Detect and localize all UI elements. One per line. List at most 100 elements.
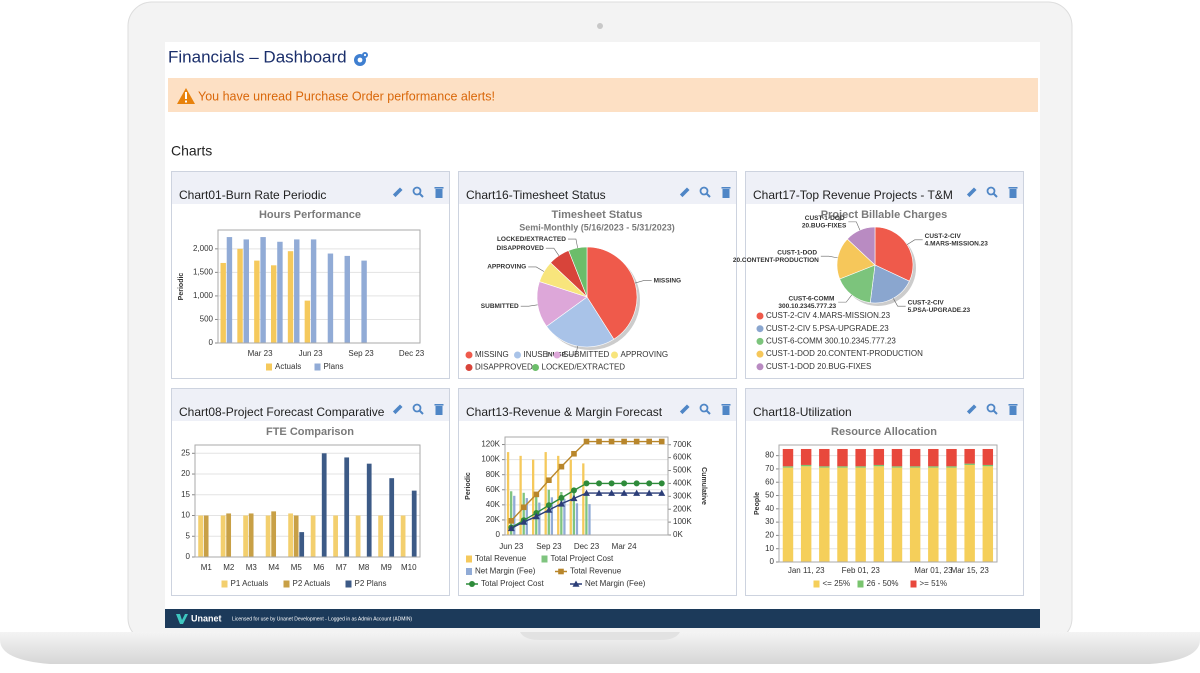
y-tick-label: 400K	[673, 479, 692, 488]
chart-title: Hours Performance	[259, 209, 361, 221]
marker	[620, 489, 628, 496]
search-button[interactable]	[986, 186, 998, 198]
bar	[837, 448, 848, 467]
bar	[400, 515, 406, 557]
marker	[658, 489, 666, 496]
delete-button[interactable]	[434, 187, 444, 198]
leader-line	[820, 255, 838, 259]
marker	[596, 480, 603, 487]
bar	[782, 448, 794, 467]
delete-button[interactable]	[721, 187, 731, 198]
marker	[520, 518, 528, 525]
bar	[378, 515, 383, 557]
delete-icon	[722, 189, 730, 198]
delete-button[interactable]	[721, 404, 731, 415]
y-axis-label: Periodic	[465, 472, 472, 500]
chart-panel: Chart16-Timesheet Status Timesheet Status…	[458, 171, 737, 379]
plot-border	[217, 229, 421, 344]
legend-label: Total Project Cost	[481, 579, 544, 588]
bar	[891, 448, 903, 467]
chart-panel: Chart17-Top Revenue Projects - T&M Projec…	[733, 171, 1024, 379]
delete-button[interactable]	[1008, 187, 1018, 198]
bar	[271, 511, 277, 557]
marker	[621, 438, 627, 445]
legend-label: >= 51%	[920, 579, 948, 588]
edit-button[interactable]	[679, 404, 690, 415]
settings-button[interactable]	[354, 52, 368, 66]
y-tick-label: 500K	[673, 466, 692, 475]
legend-swatch	[857, 580, 864, 588]
x-tick-label: M8	[358, 563, 370, 572]
x-tick-label: M2	[223, 563, 235, 572]
marker	[646, 480, 653, 487]
search-button[interactable]	[699, 186, 711, 198]
camera	[597, 23, 603, 29]
legend-swatch	[756, 363, 764, 371]
search-icon	[412, 403, 422, 413]
edit-button[interactable]	[679, 187, 690, 198]
y-tick-label: 100K	[673, 517, 692, 526]
search-button[interactable]	[412, 403, 424, 415]
legend-label: Total Project Cost	[551, 554, 614, 563]
slice-label: LOCKED/EXTRACTED	[497, 236, 566, 243]
y-axis-label: People	[754, 492, 761, 515]
search-icon	[986, 403, 996, 413]
bar	[304, 300, 311, 343]
x-tick-label: M4	[268, 563, 280, 572]
legend-label: CUST-1-DOD 20.BUG-FIXES	[766, 362, 871, 371]
x-tick-label: Mar 24	[612, 542, 637, 551]
bar	[288, 513, 293, 557]
bar	[220, 515, 226, 557]
bar	[355, 515, 361, 557]
bar	[557, 455, 560, 535]
bar	[873, 466, 885, 562]
delete-button[interactable]	[1008, 404, 1018, 415]
bar	[855, 467, 866, 562]
legend-swatch	[466, 568, 472, 575]
slice-label: CUST-1-DOD 20.CONTENT-PRODUCTION	[733, 249, 819, 264]
leader-line	[567, 346, 578, 356]
y-tick-label: 20K	[486, 515, 501, 524]
slice-label: MISSING	[654, 277, 681, 284]
pie-slice	[869, 264, 910, 304]
bar	[873, 464, 885, 467]
y-tick-label: 30	[765, 517, 774, 526]
bar	[287, 251, 294, 343]
edit-button[interactable]	[392, 187, 403, 198]
bar	[782, 466, 794, 468]
search-button[interactable]	[986, 403, 998, 415]
delete-button[interactable]	[434, 404, 444, 415]
search-icon	[986, 186, 996, 196]
edit-button[interactable]	[966, 404, 977, 415]
legend-swatch	[465, 351, 473, 359]
bar	[837, 467, 848, 562]
bar	[837, 466, 848, 468]
delete-icon	[1008, 404, 1018, 406]
search-button[interactable]	[699, 403, 711, 415]
marker	[583, 438, 590, 445]
slice-label: CUST-1-DOD 20.BUG-FIXES	[802, 215, 847, 230]
bar	[327, 253, 334, 343]
delete-icon	[1009, 406, 1017, 415]
alert-text[interactable]: You have unread Purchase Order performan…	[198, 89, 495, 103]
leader-line	[838, 294, 852, 303]
edit-button[interactable]	[392, 404, 403, 415]
leader-line	[528, 266, 545, 272]
legend-label: CUST-2-CIV 4.MARS-MISSION.23	[766, 311, 891, 320]
delete-icon	[722, 406, 730, 415]
bar	[310, 239, 317, 343]
marker	[645, 489, 653, 496]
y2-axis-label: Cumulative	[700, 467, 707, 505]
edit-button[interactable]	[966, 187, 977, 198]
marker	[508, 518, 515, 524]
search-icon	[412, 186, 422, 196]
search-button[interactable]	[412, 186, 424, 198]
bar	[389, 478, 395, 557]
y-tick-label: 700K	[673, 440, 692, 449]
leader-line	[906, 239, 923, 245]
slice-label: CUST-2-CIV 5.PSA-UPGRADE.23	[908, 299, 971, 314]
laptop-notch	[520, 632, 680, 640]
edit-icon	[392, 404, 403, 415]
bar	[522, 492, 525, 535]
y-tick-label: 80	[765, 451, 774, 460]
